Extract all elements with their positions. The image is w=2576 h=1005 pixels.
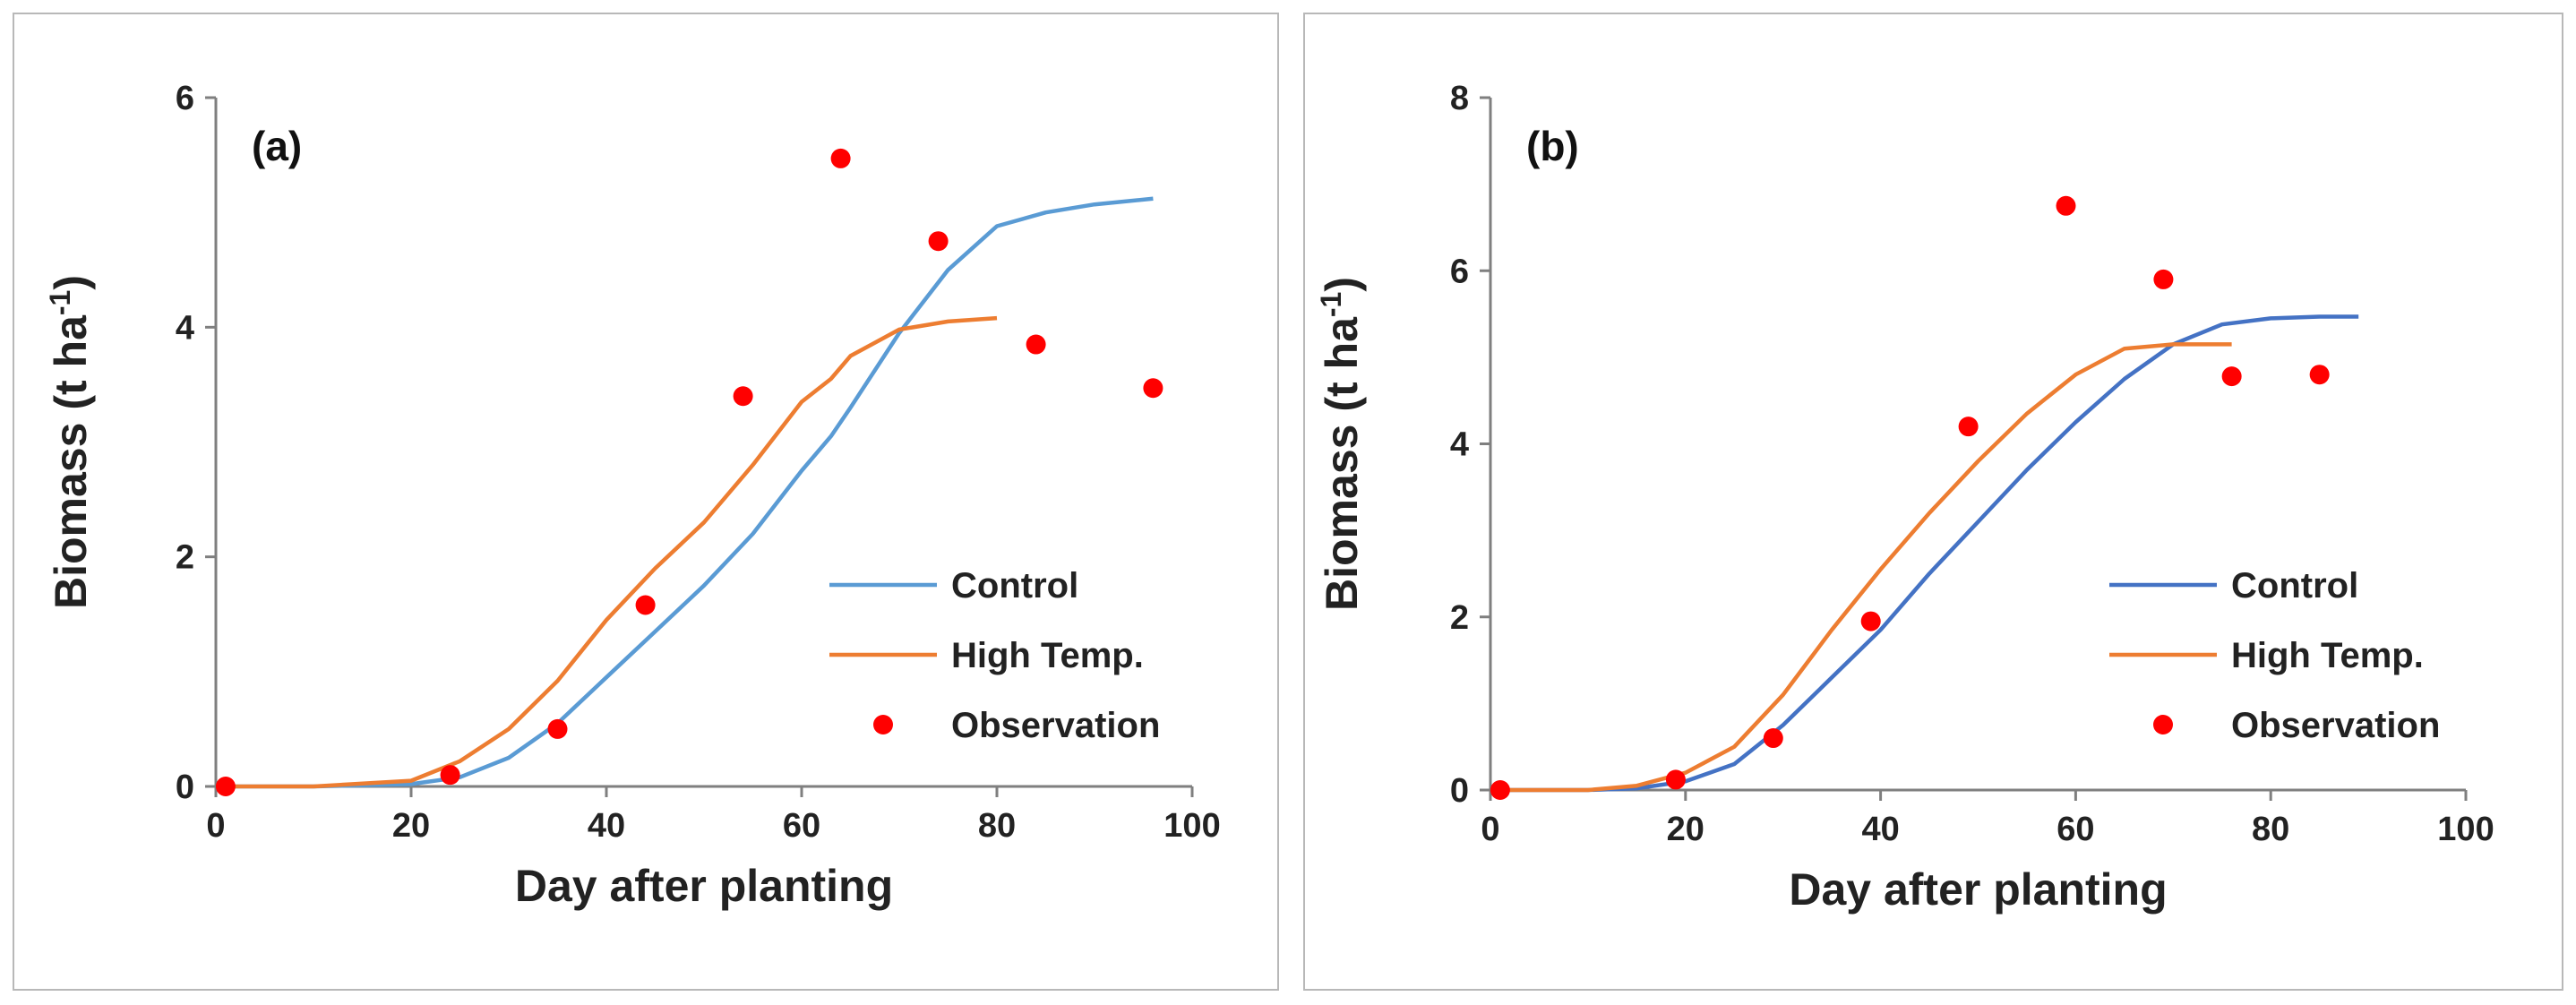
x-tick-label: 0: [1481, 811, 1499, 848]
observation-point: [2153, 269, 2174, 289]
y-tick-label: 4: [1450, 426, 1469, 464]
legend-entry-label: Observation: [2231, 706, 2440, 745]
y-tick-label: 6: [1450, 253, 1469, 290]
panel-label: (a): [252, 123, 302, 169]
x-tick-label: 80: [2252, 811, 2289, 848]
y-axis-title-main: Biomass (t ha: [46, 314, 96, 609]
observation-point: [733, 386, 753, 407]
observation-point: [1860, 611, 1881, 631]
x-axis-title: Day after planting: [1789, 864, 2167, 915]
x-tick-label: 20: [392, 807, 430, 845]
observation-point: [1763, 728, 1783, 749]
x-tick-label: 20: [1667, 811, 1704, 848]
observation-point: [215, 777, 236, 796]
y-axis-title-main: Biomass (t ha: [1317, 316, 1367, 611]
series-line-control: [1499, 314, 2359, 793]
y-tick-label: 2: [176, 539, 194, 577]
x-tick-label: 80: [978, 807, 1016, 845]
x-tick-label: 60: [783, 807, 820, 845]
legend-entry-label: High Temp.: [2231, 636, 2424, 675]
y-axis-title: Biomass (t ha-1): [44, 275, 96, 609]
observation-point: [440, 765, 460, 786]
y-tick-label: 0: [176, 769, 194, 806]
observation-point: [1143, 378, 1163, 399]
legend-entry-label: High Temp.: [951, 636, 1144, 675]
y-axis-title-close: ): [46, 275, 96, 290]
observation-point: [830, 148, 851, 168]
series-line-high-temp: [1499, 342, 2232, 793]
legend-entry-label: Control: [2231, 566, 2358, 606]
y-tick-label: 8: [1450, 80, 1469, 117]
legend-swatch-marker: [2153, 715, 2173, 734]
y-axis-title-superscript: -1: [44, 290, 76, 315]
x-tick-label: 100: [2437, 811, 2494, 848]
observation-point: [1665, 769, 1686, 790]
series-line-high-temp: [225, 315, 998, 789]
legend-entry-label: Control: [951, 566, 1078, 606]
legend-swatch-marker: [873, 715, 893, 734]
x-tick-label: 40: [588, 807, 625, 845]
observation-point: [547, 718, 568, 739]
series-line-control: [225, 196, 1154, 789]
legend-entry-label: Observation: [951, 706, 1160, 745]
observation-point: [1958, 417, 1979, 437]
chart-panel-b: 0 2 4 6 8 0 20 40 60 80 100 Day after planting Bioma…: [1303, 13, 2563, 991]
y-tick-label: 0: [1450, 772, 1469, 810]
y-tick-label: 2: [1450, 599, 1469, 637]
y-axis-title: Biomass (t ha-1): [1315, 277, 1367, 611]
observation-point: [1490, 780, 1510, 800]
x-tick-label: 0: [206, 807, 225, 845]
chart-panel-a: 0 2 4 6 0 20 40 60 80 100 Day after planting Biomas…: [13, 13, 1279, 991]
observation-point: [2221, 366, 2242, 387]
observation-point: [2309, 365, 2330, 385]
x-axis-title: Day after planting: [515, 861, 893, 911]
x-tick-label: 60: [2057, 811, 2094, 848]
x-tick-label: 40: [1861, 811, 1899, 848]
observation-point: [928, 231, 949, 252]
x-tick-label: 100: [1163, 807, 1220, 845]
observation-point: [2056, 195, 2076, 216]
y-tick-label: 4: [176, 309, 194, 347]
y-axis-title-superscript: -1: [1315, 292, 1347, 317]
observation-point: [1026, 334, 1046, 355]
y-axis-title-close: ): [1317, 277, 1367, 292]
observation-point: [635, 595, 656, 615]
y-tick-label: 6: [176, 80, 194, 117]
panel-label: (b): [1526, 123, 1579, 169]
